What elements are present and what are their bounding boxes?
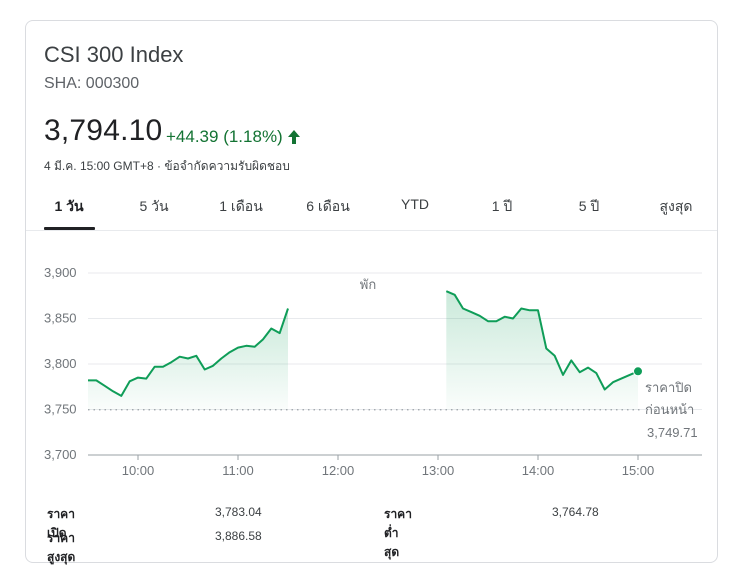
tab-5-year[interactable]: 5 ปี <box>578 198 600 214</box>
low-label: ราคาต่ำสุด <box>384 507 412 559</box>
tab-1-year[interactable]: 1 ปี <box>491 198 513 214</box>
active-tab-indicator <box>44 227 95 230</box>
low-value: 3,764.78 <box>552 505 599 519</box>
index-title: CSI 300 Index <box>44 42 184 67</box>
separator-dot: · <box>157 159 161 173</box>
y-tick-label: 3,800 <box>44 356 77 371</box>
timestamp: 4 มี.ค. 15:00 GMT+8 <box>44 159 154 173</box>
range-tabs: 1 วัน 5 วัน 1 เดือน 6 เดือน YTD 1 ปี 5 ป… <box>26 188 717 231</box>
timestamp-line: 4 มี.ค. 15:00 GMT+8 · ข้อจำกัดความรับผิด… <box>44 157 290 176</box>
x-tick-label: 11:00 <box>222 463 254 478</box>
open-label: ราคาเปิด <box>47 507 75 540</box>
afternoon-session-area <box>446 291 638 410</box>
x-tick-label: 13:00 <box>422 463 455 478</box>
morning-session-line <box>88 308 289 397</box>
previous-close-label-2: ก่อนหน้า <box>645 402 694 417</box>
tab-6-month[interactable]: 6 เดือน <box>306 198 350 214</box>
tab-1-day[interactable]: 1 วัน <box>54 198 84 214</box>
high-label: ราคาสูงสุด <box>47 531 76 564</box>
y-tick-label: 3,700 <box>44 447 77 462</box>
high-value: 3,886.58 <box>215 529 262 543</box>
x-tick-label: 12:00 <box>322 463 355 478</box>
lunch-break-label: พัก <box>360 277 376 292</box>
tab-1-month[interactable]: 1 เดือน <box>219 198 263 214</box>
disclaimer-link[interactable]: ข้อจำกัดความรับผิดชอบ <box>164 159 290 173</box>
price-change-text: +44.39 (1.18%) <box>166 127 283 146</box>
open-value: 3,783.04 <box>215 505 262 519</box>
previous-close-value: 3,749.71 <box>647 425 698 440</box>
afternoon-session-line <box>445 290 639 391</box>
x-tick-label: 14:00 <box>522 463 555 478</box>
previous-close-label: ราคาปิด <box>645 380 692 395</box>
arrow-up-icon <box>287 130 300 144</box>
y-tick-label: 3,750 <box>44 402 77 417</box>
x-tick-label: 10:00 <box>122 463 155 478</box>
y-tick-label: 3,900 <box>44 265 77 280</box>
tab-5-day[interactable]: 5 วัน <box>139 198 169 214</box>
tab-ytd[interactable]: YTD <box>401 196 429 212</box>
y-tick-label: 3,850 <box>44 311 77 326</box>
price-change: +44.39 (1.18%) <box>166 127 301 147</box>
ticker-symbol: SHA: 000300 <box>44 75 140 92</box>
current-price: 3,794.10 <box>44 114 163 147</box>
stock-card <box>25 20 718 563</box>
tab-max[interactable]: สูงสุด <box>659 198 693 214</box>
last-price-dot <box>633 366 643 377</box>
x-tick-label: 15:00 <box>622 463 655 478</box>
